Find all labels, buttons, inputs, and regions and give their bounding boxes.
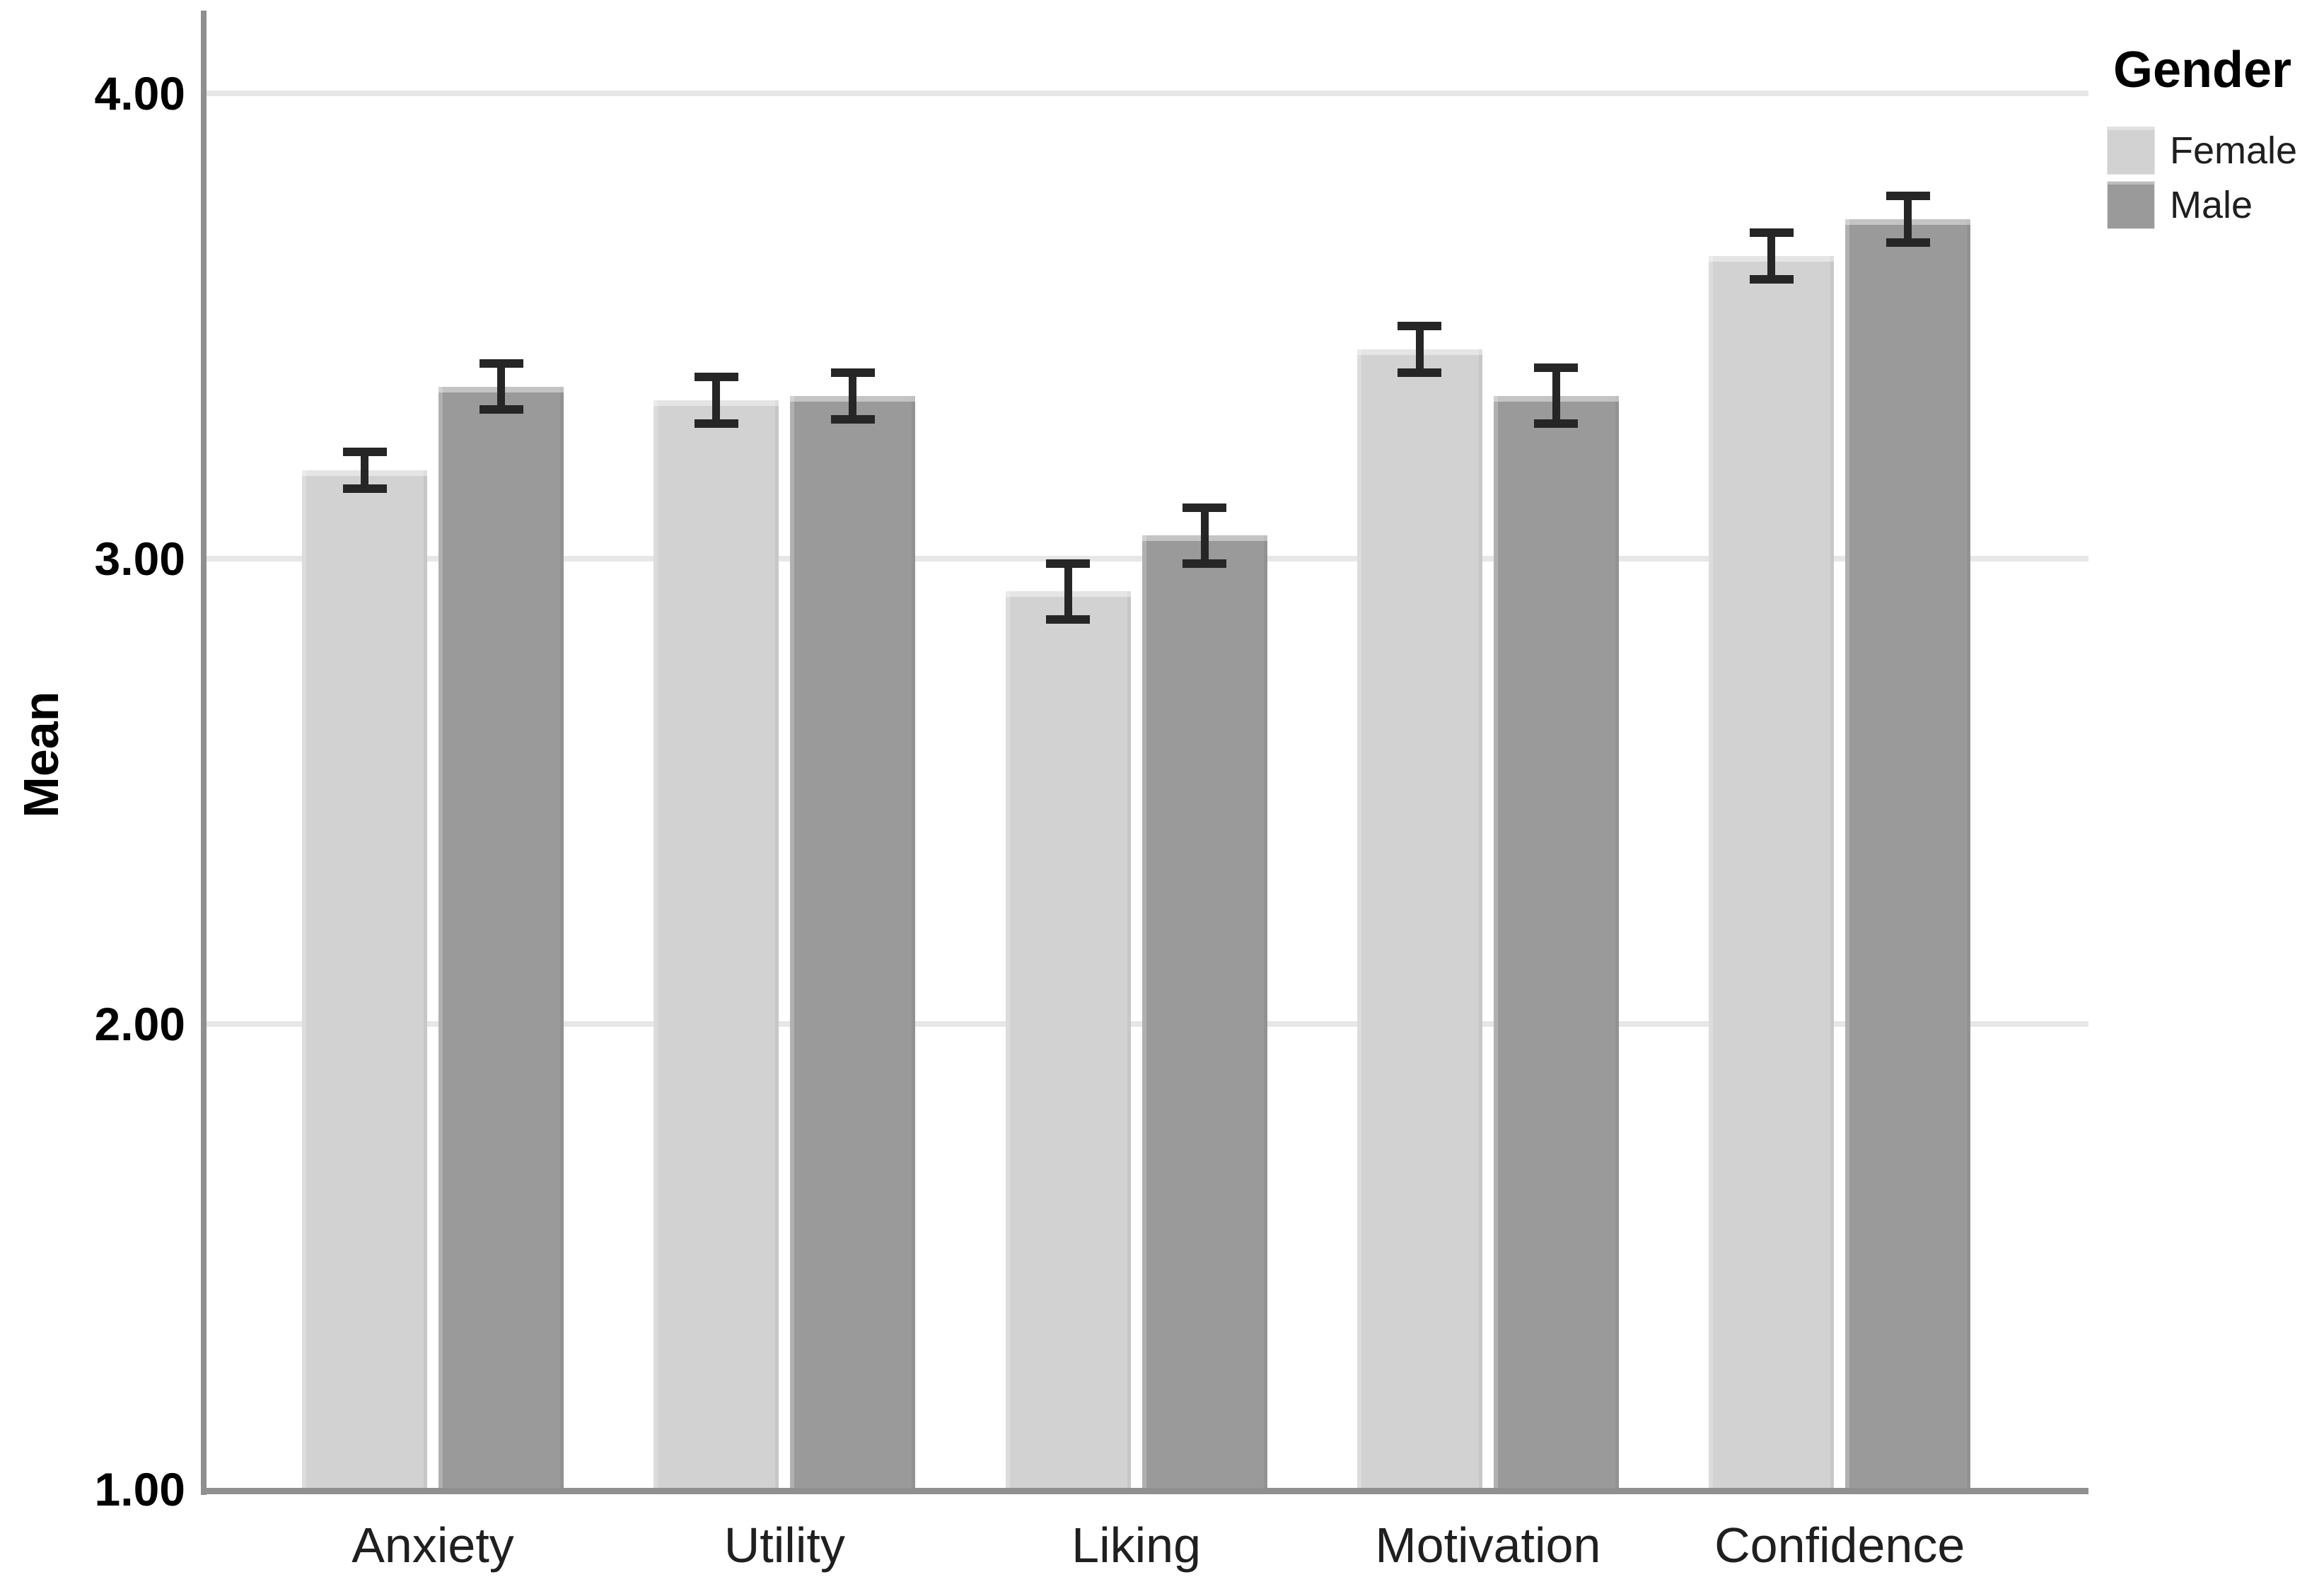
errorbar-stem-female-liking — [1064, 563, 1072, 619]
bar-male-anxiety — [438, 386, 564, 1489]
ytick-4.00: 4.00 — [94, 67, 185, 120]
errorbar-cap-bottom-female-confidence — [1749, 275, 1794, 284]
errorbar-cap-bottom-male-confidence — [1886, 238, 1930, 247]
ytick-3.00: 3.00 — [94, 532, 185, 585]
errorbar-stem-female-anxiety — [361, 451, 368, 489]
errorbar-cap-top-male-motivation — [1534, 363, 1579, 373]
ytick-2.00: 2.00 — [94, 998, 185, 1050]
ytick-1.00: 1.00 — [94, 1463, 185, 1515]
errorbar-stem-male-utility — [849, 372, 857, 419]
errorbar-cap-top-female-utility — [694, 373, 738, 382]
errorbar-cap-bottom-female-anxiety — [342, 484, 387, 494]
legend-label-female: Female — [2170, 129, 2298, 172]
errorbar-cap-bottom-female-motivation — [1398, 368, 1442, 377]
bar-female-utility — [653, 400, 779, 1489]
errorbar-cap-top-female-confidence — [1749, 228, 1794, 238]
legend-title: Gender — [2113, 42, 2292, 98]
errorbar-cap-top-female-motivation — [1398, 322, 1442, 330]
bar-male-confidence — [1845, 219, 1971, 1489]
xtick-motivation: Motivation — [1375, 1518, 1601, 1573]
errorbar-stem-male-liking — [1200, 507, 1209, 564]
errorbar-cap-top-female-liking — [1046, 559, 1091, 568]
x-axis-line — [201, 1488, 2088, 1494]
errorbar-cap-bottom-male-utility — [830, 414, 875, 424]
errorbar-stem-male-confidence — [1904, 195, 1912, 243]
errorbar-stem-male-anxiety — [497, 363, 505, 410]
legend-label-male: Male — [2170, 184, 2253, 226]
bar-male-motivation — [1493, 395, 1619, 1489]
bar-female-liking — [1005, 591, 1131, 1489]
bar-female-confidence — [1709, 256, 1835, 1489]
xtick-liking: Liking — [1071, 1518, 1202, 1573]
legend-swatch-male — [2108, 182, 2154, 228]
errorbar-cap-bottom-male-motivation — [1534, 419, 1579, 429]
errorbar-cap-bottom-male-liking — [1183, 559, 1227, 568]
legend-swatch-female — [2108, 127, 2154, 174]
errorbar-cap-top-male-confidence — [1886, 191, 1930, 200]
errorbar-stem-male-motivation — [1552, 368, 1560, 424]
y-axis-title: Mean — [13, 691, 69, 818]
errorbar-cap-top-female-anxiety — [342, 447, 387, 456]
bar-male-utility — [790, 395, 916, 1489]
bar-male-liking — [1141, 535, 1267, 1489]
errorbar-stem-female-motivation — [1415, 326, 1424, 373]
errorbar-stem-female-utility — [712, 377, 721, 424]
bar-female-motivation — [1356, 349, 1482, 1489]
errorbar-cap-bottom-female-utility — [694, 419, 738, 429]
errorbar-cap-top-male-liking — [1183, 503, 1227, 512]
legend-item-female: Female — [2108, 127, 2297, 174]
y-axis-line — [201, 11, 207, 1495]
xtick-anxiety: Anxiety — [351, 1518, 514, 1573]
xtick-utility: Utility — [724, 1518, 845, 1573]
errorbar-cap-top-male-utility — [830, 368, 875, 377]
errorbar-stem-female-confidence — [1767, 233, 1776, 280]
gridline-4.00 — [201, 91, 2088, 96]
errorbar-cap-bottom-female-liking — [1046, 615, 1091, 624]
legend-item-male: Male — [2108, 182, 2253, 228]
bar-female-anxiety — [302, 470, 427, 1489]
xtick-confidence: Confidence — [1714, 1518, 1965, 1573]
errorbar-cap-bottom-male-anxiety — [479, 405, 523, 414]
errorbar-cap-top-male-anxiety — [479, 359, 523, 368]
